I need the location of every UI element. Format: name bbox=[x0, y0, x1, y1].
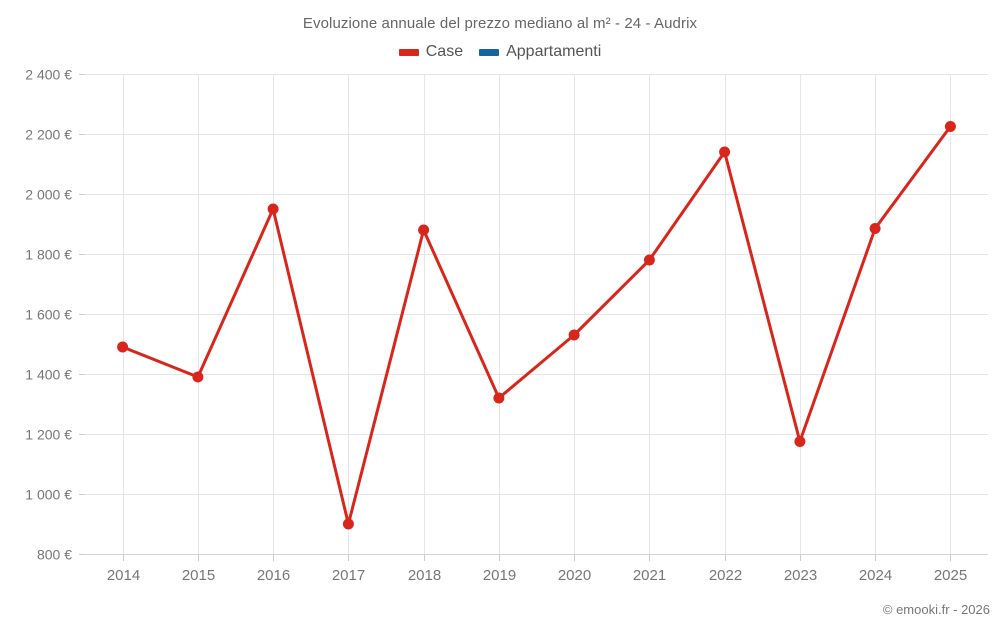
x-tick-label: 2024 bbox=[859, 567, 892, 584]
x-tick-label: 2020 bbox=[558, 567, 591, 584]
x-tick-label: 2017 bbox=[332, 567, 365, 584]
data-point-case-9[interactable] bbox=[794, 436, 806, 447]
y-tick-label: 2 000 € bbox=[25, 187, 72, 203]
data-point-case-0[interactable] bbox=[117, 341, 129, 353]
credit-text: © emooki.fr - 2026 bbox=[882, 602, 990, 617]
y-tick-label: 1 800 € bbox=[25, 247, 72, 263]
data-point-case-11[interactable] bbox=[944, 121, 956, 132]
y-tick-label: 1 400 € bbox=[25, 367, 72, 383]
x-tick-label: 2018 bbox=[408, 567, 441, 584]
x-tick-label: 2014 bbox=[107, 567, 140, 584]
x-tick-label: 2022 bbox=[709, 567, 742, 584]
y-tick-label: 1 000 € bbox=[25, 487, 72, 503]
x-tick-label: 2025 bbox=[934, 567, 967, 584]
x-tick-label: 2023 bbox=[784, 567, 817, 584]
data-point-case-3[interactable] bbox=[342, 518, 354, 530]
data-point-case-10[interactable] bbox=[869, 223, 881, 234]
data-point-case-2[interactable] bbox=[267, 203, 279, 215]
data-point-case-1[interactable] bbox=[192, 371, 204, 383]
y-tick-label: 2 200 € bbox=[25, 127, 72, 143]
legend-label-case: Case bbox=[425, 43, 464, 60]
chart-title: Evoluzione annuale del prezzo mediano al… bbox=[302, 15, 698, 32]
data-point-case-7[interactable] bbox=[643, 254, 655, 266]
data-point-case-6[interactable] bbox=[568, 329, 580, 341]
x-tick-label: 2016 bbox=[257, 567, 290, 584]
y-tick-label: 800 € bbox=[37, 547, 72, 563]
series-line-case bbox=[121, 125, 952, 526]
x-tick-label: 2019 bbox=[483, 567, 516, 584]
legend-label-appartamenti: Appartamenti bbox=[506, 43, 602, 60]
y-tick-label: 1 600 € bbox=[25, 307, 72, 323]
legend-swatch-case bbox=[398, 48, 419, 56]
x-tick-label: 2021 bbox=[633, 567, 666, 584]
legend-swatch-appartamenti bbox=[479, 48, 500, 56]
chart-legend: Case Appartamenti bbox=[0, 43, 1000, 61]
x-tick-label: 2015 bbox=[182, 567, 215, 584]
data-point-case-8[interactable] bbox=[719, 146, 731, 158]
legend-item-appartamenti[interactable]: Appartamenti bbox=[479, 43, 601, 61]
data-point-case-4[interactable] bbox=[418, 224, 430, 236]
data-point-case-5[interactable] bbox=[493, 392, 505, 404]
y-tick-label: 1 200 € bbox=[25, 427, 72, 443]
legend-item-case[interactable]: Case bbox=[398, 43, 464, 61]
y-tick-label: 2 400 € bbox=[25, 67, 72, 83]
